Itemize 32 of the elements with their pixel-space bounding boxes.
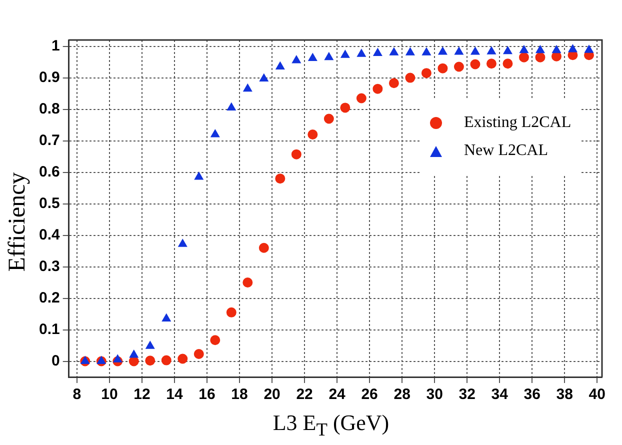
y-tick-label: 0.2 [38, 289, 60, 306]
y-tick-label: 0.9 [38, 68, 60, 86]
legend-label: New L2CAL [464, 142, 548, 160]
x-tick-label: 14 [166, 386, 184, 404]
x-tick-label: 12 [134, 386, 150, 404]
x-tick-label: 10 [101, 386, 118, 404]
x-tick-label: 8 [72, 386, 82, 404]
x-tick-label: 28 [394, 386, 410, 404]
x-axis-title: L3 E$_{T}$ (GeV) [272, 410, 390, 440]
x-tick-label: 20 [264, 386, 280, 404]
y-axis-title: Efficiency [4, 172, 32, 272]
y-tick-label: 0.1 [38, 320, 60, 338]
x-tick-label: 22 [296, 386, 313, 404]
x-tick-label: 24 [328, 386, 346, 404]
y-tick-label: 0.7 [38, 132, 60, 149]
x-tick-label: 40 [588, 386, 606, 404]
y-tick-label: 1 [52, 37, 60, 54]
y-tick-label: 0.4 [38, 226, 60, 244]
y-tick-label: 0.8 [38, 100, 60, 118]
y-tick-label: 0.5 [38, 194, 60, 212]
x-tick-label: 38 [556, 386, 573, 404]
x-tick-label: 18 [231, 386, 248, 404]
x-tick-label: 34 [491, 386, 509, 404]
x-tick-label: 32 [458, 386, 476, 404]
x-tick-label: 16 [198, 386, 216, 404]
y-tick-label: 0 [52, 352, 60, 370]
x-tick-label: 26 [361, 386, 378, 404]
y-tick-label: 0.3 [38, 258, 60, 275]
y-tick-label: 0.6 [38, 163, 60, 180]
x-tick-label: 30 [426, 386, 443, 404]
legend-label: Existing L2CAL [464, 114, 572, 132]
x-tick-label: 36 [524, 386, 540, 404]
